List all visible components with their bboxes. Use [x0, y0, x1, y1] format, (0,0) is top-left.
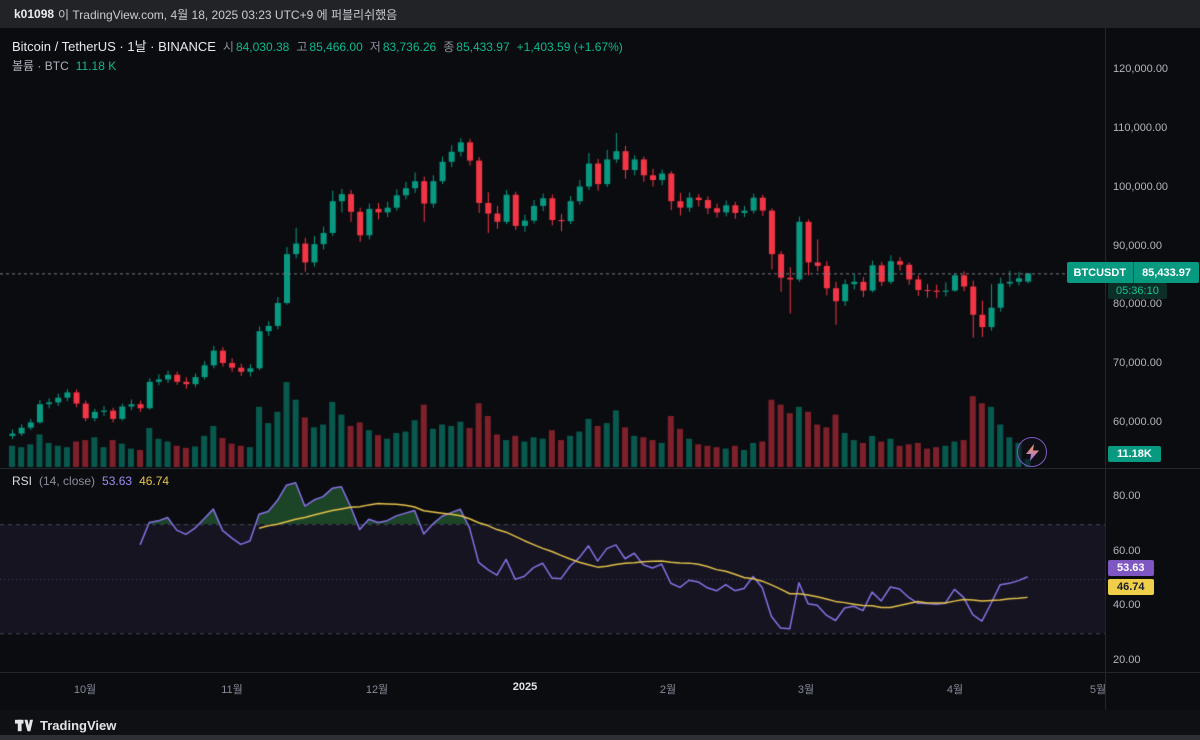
rsi-axis-badge: 53.63 — [1108, 559, 1154, 576]
price-axis-label: 90,000.00 — [1113, 239, 1162, 252]
publish-info-text: 이 TradingView.com, 4월 18, 2025 03:23 UTC… — [58, 7, 398, 22]
price-scale[interactable]: BTCUSDT 85,433.97 05:36:10 11.18K 53.63 … — [1066, 28, 1200, 710]
rsi-ma-axis-badge: 46.74 — [1108, 578, 1154, 595]
low-label: 저 — [369, 40, 381, 54]
tradingview-logo-icon[interactable] — [14, 716, 33, 735]
chart-canvas[interactable] — [0, 28, 1105, 672]
pane-separator[interactable] — [0, 468, 1200, 469]
rsi-name: RSI — [12, 474, 33, 488]
price-axis-label: 100,000.00 — [1113, 180, 1169, 193]
volume-label: 볼륨 · BTC — [12, 59, 69, 73]
time-axis-label: 5월 — [1089, 684, 1107, 696]
price-axis-label: 60,000.00 — [1113, 416, 1162, 428]
close-label: 종 — [443, 40, 455, 54]
bottom-strip — [0, 735, 1200, 740]
chart-area: Bitcoin / TetherUS · 1날 · BINANCE 시 84,03… — [0, 28, 1200, 710]
tradingview-wordmark[interactable]: TradingView — [40, 717, 117, 733]
volume-legend[interactable]: 볼륨 · BTC 11.18 K — [12, 57, 116, 74]
publisher-username: k01098 — [14, 7, 55, 21]
time-axis-label: 11월 — [221, 684, 243, 696]
high-value: 85,466.00 — [309, 40, 363, 54]
close-value: 85,433.97 — [456, 40, 510, 54]
price-axis-label: 120,000.00 — [1113, 63, 1169, 75]
volume-axis-badge: 11.18K — [1108, 446, 1161, 462]
rsi-axis-label: 60.00 — [1113, 544, 1141, 557]
footer-bar: TradingView — [0, 710, 1200, 740]
rsi-axis-label: 20.00 — [1113, 653, 1141, 666]
symbol-ticker: BTCUSDT — [1067, 262, 1135, 284]
rsi-ma-value: 46.74 — [139, 474, 170, 488]
time-axis-label: 12월 — [365, 684, 389, 696]
time-axis-label: 2월 — [659, 684, 677, 696]
time-scale[interactable]: 10월 11월 12월 2025 2월 3월 4월 5월 — [0, 672, 1200, 710]
bar-countdown-badge: 05:36:10 — [1108, 283, 1167, 300]
rsi-axis-label: 40.00 — [1113, 599, 1141, 611]
high-label: 고 — [296, 40, 308, 54]
price-axis-label: 110,000.00 — [1113, 121, 1168, 134]
open-value: 84,030.38 — [235, 40, 290, 54]
publish-banner: k01098 이 TradingView.com, 4월 18, 2025 03… — [0, 0, 1200, 28]
time-axis-label: 4월 — [946, 684, 964, 696]
time-axis-label: 2025 — [512, 681, 538, 693]
last-price-badge: BTCUSDT 85,433.97 — [1066, 262, 1199, 284]
price-axis-label: 70,000.00 — [1113, 357, 1162, 370]
volume-value: 11.18 K — [75, 59, 117, 73]
time-axis-label: 10월 — [73, 684, 97, 696]
rsi-axis-label: 80.00 — [1113, 490, 1141, 502]
time-axis-separator — [0, 672, 1200, 673]
low-value: 83,736.26 — [382, 40, 437, 54]
last-price-value: 85,433.97 — [1142, 266, 1191, 279]
time-axis-label: 3월 — [797, 684, 815, 696]
rsi-params: (14, close) — [39, 474, 96, 488]
symbol-legend[interactable]: Bitcoin / TetherUS · 1날 · BINANCE 시 84,03… — [12, 36, 623, 55]
rsi-current-value: 53.63 — [102, 474, 133, 488]
change-value: +1,403.59 (+1.67%) — [516, 40, 623, 54]
price-axis-label: 80,000.00 — [1113, 298, 1162, 311]
rsi-legend[interactable]: RSI (14, close) 53.63 46.74 — [12, 474, 169, 488]
open-label: 시 — [222, 40, 234, 54]
boost-button[interactable] — [1017, 437, 1047, 467]
symbol-title[interactable]: Bitcoin / TetherUS · 1날 · BINANCE — [12, 39, 216, 54]
lightning-icon — [1025, 443, 1039, 461]
